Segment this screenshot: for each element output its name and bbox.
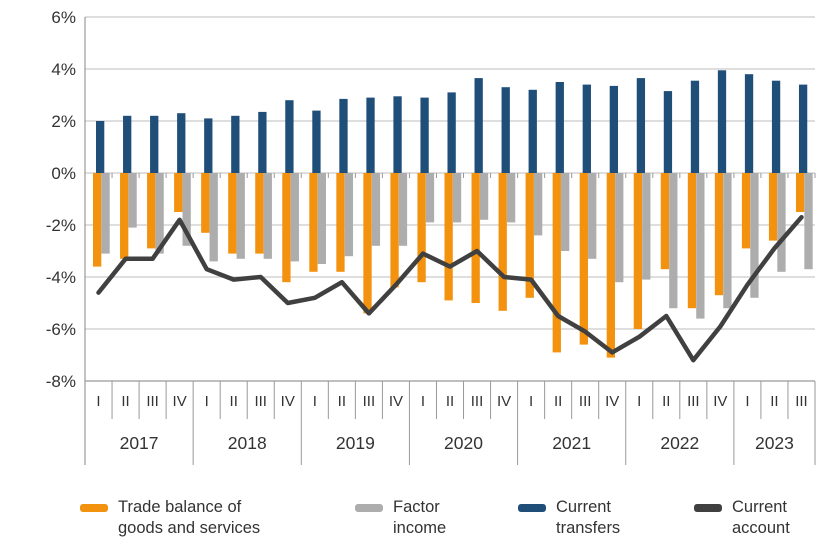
- svg-text:II: II: [446, 393, 454, 410]
- svg-text:I: I: [205, 393, 209, 410]
- axes: [84, 17, 815, 465]
- legend-label-factor-income: Factor income: [393, 498, 447, 537]
- svg-text:-4%: -4%: [46, 268, 76, 287]
- svg-text:IV: IV: [605, 393, 619, 410]
- svg-text:II: II: [770, 393, 778, 410]
- trade-balance-swatch: [80, 504, 108, 512]
- svg-text:2019: 2019: [336, 433, 375, 453]
- svg-text:-6%: -6%: [46, 320, 76, 339]
- x-axis-separators: [111, 381, 816, 465]
- svg-text:III: III: [795, 393, 808, 410]
- svg-text:-2%: -2%: [46, 216, 76, 235]
- legend-label-current-account: Current account: [732, 498, 790, 537]
- chart-legend: Trade balance of goods and services Fact…: [0, 497, 824, 549]
- current-account-line: [96, 214, 804, 363]
- bars-trade-balance: [93, 173, 805, 358]
- svg-text:6%: 6%: [51, 8, 76, 27]
- bars-factor-income: [101, 173, 813, 319]
- svg-text:2018: 2018: [228, 433, 267, 453]
- factor-income-swatch: [355, 504, 383, 512]
- legend-item-current-transfers: Current transfers: [518, 497, 620, 539]
- legend-item-factor-income: Factor income: [355, 497, 446, 539]
- svg-text:4%: 4%: [51, 60, 76, 79]
- svg-text:I: I: [421, 393, 425, 410]
- svg-text:IV: IV: [389, 393, 403, 410]
- svg-text:III: III: [254, 393, 267, 410]
- svg-text:2022: 2022: [660, 433, 699, 453]
- svg-text:-8%: -8%: [46, 372, 76, 391]
- svg-text:I: I: [745, 393, 749, 410]
- current-transfers-swatch: [518, 504, 546, 512]
- bars-current-transfers: [96, 70, 808, 173]
- svg-text:III: III: [471, 393, 484, 410]
- svg-text:2017: 2017: [120, 433, 159, 453]
- svg-text:IV: IV: [173, 393, 187, 410]
- svg-text:I: I: [529, 393, 533, 410]
- svg-text:2020: 2020: [444, 433, 483, 453]
- svg-text:0%: 0%: [51, 164, 76, 183]
- legend-item-trade-balance: Trade balance of goods and services: [80, 497, 260, 539]
- svg-text:2023: 2023: [755, 433, 794, 453]
- current-account-chart: 6%4%2%0%-2%-4%-6%-8%I II III IV I II III IV I II I…: [46, 8, 816, 465]
- y-axis-labels: 6% 4% 2% 0% -2% -4% -6% -8%: [46, 8, 76, 391]
- legend-item-current-account: Current account: [694, 497, 790, 539]
- svg-text:II: II: [121, 393, 129, 410]
- svg-text:2021: 2021: [552, 433, 591, 453]
- svg-text:II: II: [554, 393, 562, 410]
- svg-text:II: II: [230, 393, 238, 410]
- svg-text:I: I: [313, 393, 317, 410]
- svg-text:III: III: [146, 393, 159, 410]
- svg-text:II: II: [338, 393, 346, 410]
- legend-label-current-transfers: Current transfers: [556, 498, 621, 537]
- svg-text:III: III: [687, 393, 700, 410]
- svg-text:III: III: [363, 393, 376, 410]
- svg-text:III: III: [579, 393, 592, 410]
- svg-text:IV: IV: [713, 393, 727, 410]
- current-account-swatch: [694, 504, 722, 512]
- svg-text:I: I: [96, 393, 100, 410]
- svg-text:2%: 2%: [51, 112, 76, 131]
- chart-panel: 6% 4% 2% 0% -2% -4% -6% -8% I II III IV I II III IV I II I…: [46, 8, 816, 537]
- year-labels: 2017 2018 2019 2020 2021 2022 2023: [120, 433, 794, 453]
- legend-label-trade-balance: Trade balance of goods and services: [118, 498, 261, 537]
- svg-text:II: II: [662, 393, 670, 410]
- svg-text:I: I: [637, 393, 641, 410]
- zero-axis-ticks: [84, 173, 816, 178]
- svg-text:IV: IV: [497, 393, 511, 410]
- svg-text:IV: IV: [281, 393, 295, 410]
- quarter-labels: I II III IV I II III IV I II III IV I II III IV I II III IV…: [96, 393, 807, 410]
